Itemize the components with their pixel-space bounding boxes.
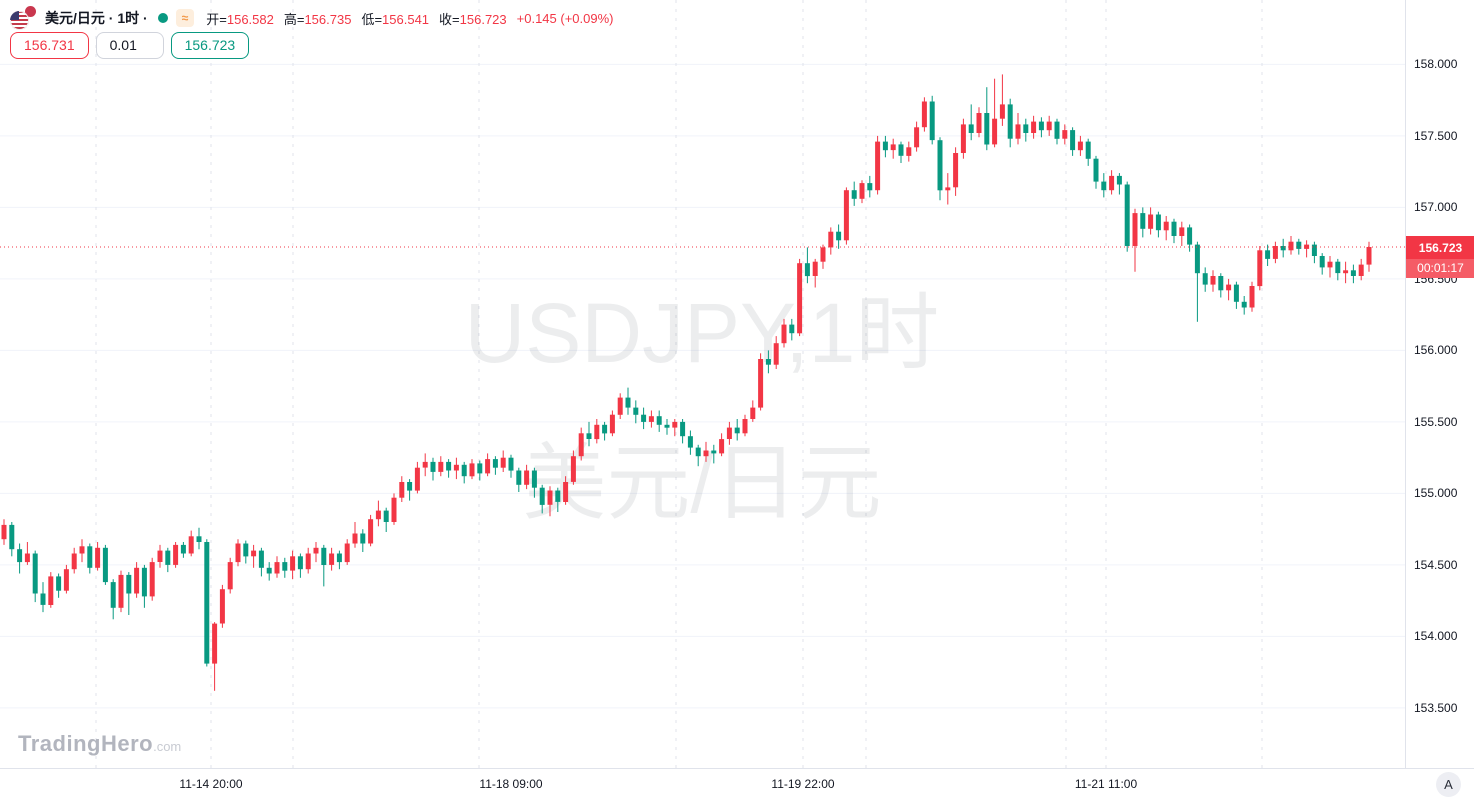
price-tick-label: 154.000	[1414, 629, 1458, 644]
jpy-flag-icon	[25, 6, 36, 17]
open-label: 开=	[206, 11, 227, 27]
svg-text:USDJPY,1时: USDJPY,1时	[465, 286, 940, 380]
time-tick-label: 11-19 22:00	[771, 777, 835, 791]
price-tick-label: 153.500	[1414, 700, 1458, 715]
approx-data-icon: ≈	[175, 9, 195, 27]
time-tick-label: 11-18 09:00	[479, 777, 543, 791]
logo-brand: TradingHero	[18, 731, 154, 756]
price-tick-label: 155.500	[1414, 414, 1458, 429]
low-label: 低=	[361, 11, 383, 27]
high-label: 高=	[283, 11, 305, 27]
ohlc-readout: 开=156.582 高=156.735 低=156.541 收=156.723 …	[206, 9, 613, 28]
price-tick-label: 157.000	[1414, 200, 1458, 215]
logo-tld: .com	[153, 739, 182, 754]
open-value: 156.582	[226, 11, 274, 27]
tradinghero-logo[interactable]: TradingHero.com	[18, 731, 181, 757]
market-open-dot-icon	[157, 13, 168, 23]
sell-price-button[interactable]: 156.731	[10, 32, 89, 59]
price-tick-label: 157.500	[1414, 128, 1458, 143]
time-tick-label: 11-21 11:00	[1074, 777, 1138, 791]
close-label: 收=	[439, 11, 460, 27]
high-value: 156.735	[304, 11, 352, 27]
current-price-value: 156.723	[1406, 235, 1474, 259]
auto-scale-badge[interactable]: A	[1436, 772, 1461, 797]
bar-countdown: 00:01:17	[1406, 258, 1474, 278]
amount-field[interactable]: 0.01	[95, 32, 164, 59]
close-value: 156.723	[459, 11, 507, 27]
usd-flag-icon	[10, 11, 29, 30]
order-panel: 156.731 0.01 156.723	[10, 32, 250, 59]
price-tick-label: 156.000	[1414, 343, 1458, 358]
symbol-title[interactable]: 美元/日元 · 1时 ·	[45, 10, 148, 26]
low-value: 156.541	[382, 11, 430, 27]
price-tick-label: 158.000	[1414, 57, 1458, 72]
change-value: +0.145 (+0.09%)	[516, 10, 614, 26]
current-price-badge: 156.723 00:01:17	[1406, 235, 1474, 278]
symbol-legend: 美元/日元 · 1时 · ≈ 开=156.582 高=156.735 低=156…	[10, 6, 614, 30]
time-axis[interactable]: 11-14 20:00 11-18 09:00 11-19 22:00 11-21 1…	[0, 768, 1474, 800]
price-tick-label: 155.000	[1414, 486, 1458, 501]
time-tick-label: 11-14 20:00	[179, 777, 243, 791]
buy-price-button[interactable]: 156.723	[170, 32, 250, 59]
currency-pair-flag-icon	[10, 6, 37, 30]
svg-text:美元/日元: 美元/日元	[522, 436, 881, 530]
price-tick-label: 154.500	[1414, 557, 1458, 572]
price-axis[interactable]: 158.000 157.500 157.000 156.500 156.000 155.5…	[1405, 0, 1474, 768]
